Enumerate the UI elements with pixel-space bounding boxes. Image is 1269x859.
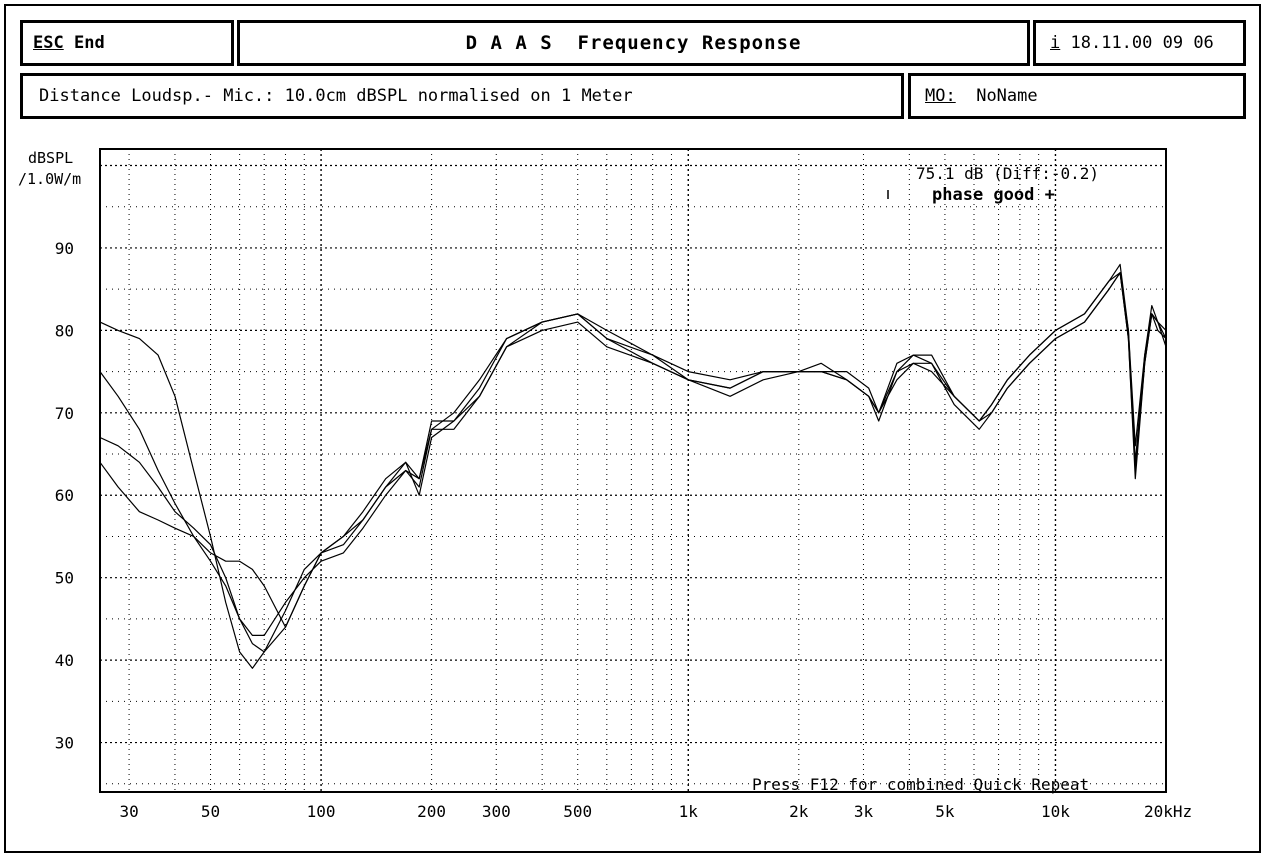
datetime-label: 18.11.00 09 06	[1070, 33, 1214, 53]
y-tick-label: 40	[55, 651, 74, 670]
end-label: End	[73, 33, 105, 53]
level-annotation: 75.1 dB (Diff:-0.2)	[916, 164, 1099, 183]
y-tick-label: 70	[55, 404, 74, 423]
y-tick-label: 80	[55, 321, 74, 340]
x-tick-label: 50	[201, 802, 220, 821]
page-title: D A A S Frequency Response	[237, 20, 1030, 66]
y-axis-unit: /1.0W/m	[18, 170, 81, 188]
series-line-2	[99, 263, 1167, 653]
distance-info: Distance Loudsp.- Mic.: 10.0cm dBSPL nor…	[20, 73, 904, 119]
x-tick-label: 10k	[1041, 802, 1070, 821]
x-tick-label: 20kHz	[1144, 802, 1192, 821]
x-tick-label: 5k	[935, 802, 955, 821]
series-line-4	[99, 272, 1167, 628]
x-tick-label: 500	[563, 802, 592, 821]
x-tick-label: 1k	[679, 802, 699, 821]
x-tick-label: 3k	[854, 802, 874, 821]
esc-end-button[interactable]: ESC End	[20, 20, 234, 66]
x-tick-label: 100	[307, 802, 336, 821]
footer-note: Press F12 for combined Quick Repeat	[752, 775, 1089, 794]
plot-border	[99, 148, 1167, 793]
info-icon: i	[1050, 33, 1061, 53]
esc-label: ESC	[33, 33, 64, 53]
y-tick-label: 60	[55, 486, 74, 505]
x-tick-label: 30	[119, 802, 138, 821]
mo-value: NoName	[976, 86, 1038, 106]
y-tick-label: 90	[55, 239, 74, 258]
y-tick-label: 30	[55, 734, 74, 753]
x-tick-label: 300	[482, 802, 511, 821]
y-axis-label: dBSPL	[28, 149, 73, 167]
window-frame	[4, 4, 1261, 853]
x-tick-label: 200	[417, 802, 446, 821]
mo-label: MO:	[925, 86, 956, 106]
series-line-1	[99, 272, 1167, 669]
phase-annotation: phase good +	[932, 185, 1055, 205]
x-tick-label: 2k	[789, 802, 809, 821]
mo-field[interactable]: MO: NoName	[908, 73, 1246, 119]
info-datetime[interactable]: i 18.11.00 09 06	[1033, 20, 1246, 66]
y-tick-label: 50	[55, 569, 74, 588]
